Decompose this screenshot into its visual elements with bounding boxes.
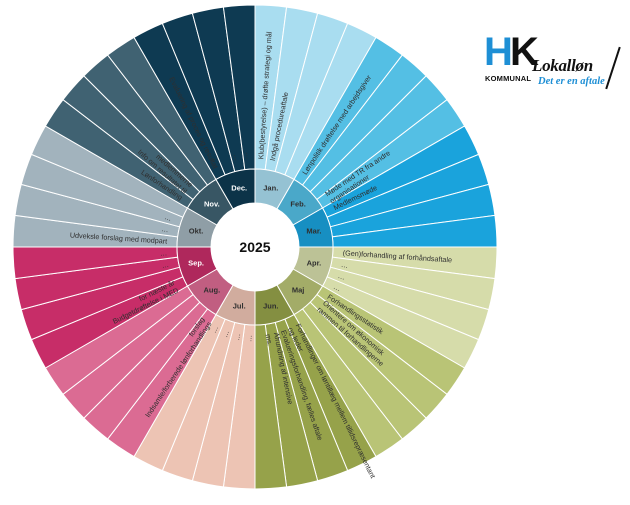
month-label: Jun. [263,301,278,310]
month-label: Jan. [263,184,278,193]
outer-ring [12,4,498,490]
month-label: Apr. [307,258,322,267]
month-label: Aug. [204,286,221,295]
logo-lokalloen: Lokalløn [532,56,593,75]
hk-kommunal-lokalloen-logo: H K KOMMUNAL Lokalløn Det er en aftale [484,30,624,98]
month-label: Nov. [204,199,220,208]
activity-label: … [209,324,220,334]
logo-kommunal: KOMMUNAL [485,74,532,83]
activity-label: … [163,212,173,223]
activity-label: … [244,152,253,160]
activity-label: … [340,260,349,270]
activity-label: … [161,224,170,234]
month-label: Jul. [233,301,246,310]
center-year: 2025 [239,239,270,255]
activity-label: … [337,271,347,282]
logo-letter-h: H [484,30,513,74]
activity-label: … [332,282,342,293]
month-label: Feb. [290,199,305,208]
activity-label: … [244,335,253,343]
month-label: Maj [292,286,305,295]
month-label: Okt. [189,227,204,236]
logo-tagline: Det er en aftale [538,76,605,87]
month-label: Sep. [188,258,204,267]
activity-label: … [232,332,242,341]
month-labels: Jan. Feb. Mar. Apr. Maj Jun. Jul. Aug. Sep. Okt. N… [188,184,321,311]
month-label: Dec. [231,184,247,193]
activity-label: ms. [264,333,275,346]
activity-label: … [220,329,231,339]
activity-label: … [160,248,168,257]
activity-label: … [161,260,170,270]
center-disc [211,203,299,291]
logo-letter-k: K [510,30,539,74]
month-label: Mar. [306,227,321,236]
logo-slash [605,46,621,90]
activity-label: … [232,153,242,162]
